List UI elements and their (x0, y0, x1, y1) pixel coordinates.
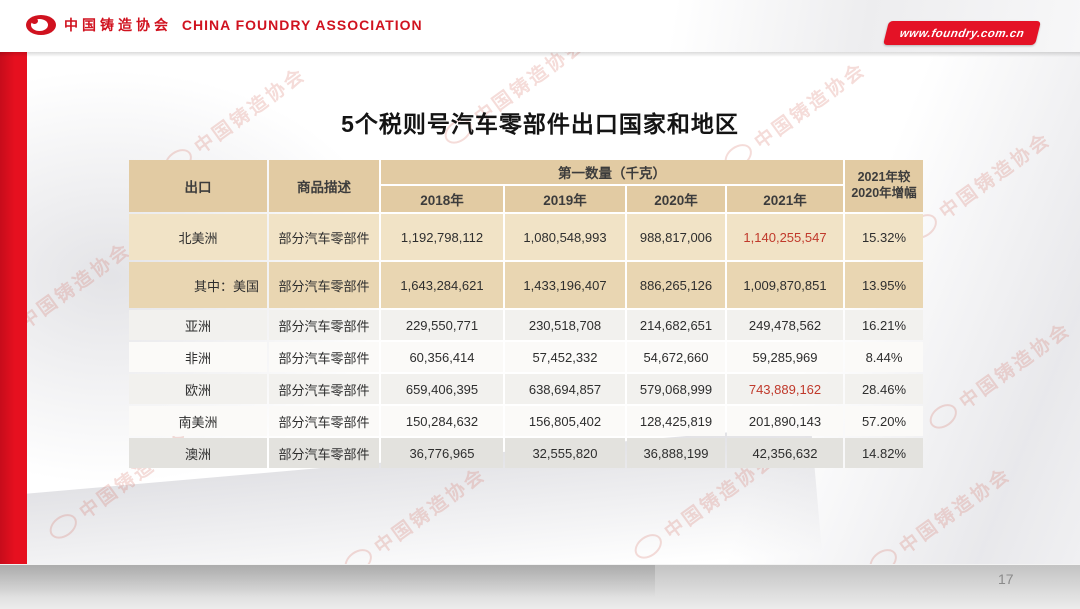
value-2021: 42,356,632 (727, 438, 843, 468)
value-2020: 128,425,819 (627, 406, 725, 436)
table-row-usa: 其中：美国 部分汽车零部件 1,643,284,621 1,433,196,40… (129, 262, 923, 308)
region-cell: 北美洲 (129, 214, 267, 260)
value-2020: 214,682,651 (627, 310, 725, 340)
value-2021: 1,009,870,851 (727, 262, 843, 308)
region-cell: 欧洲 (129, 374, 267, 404)
value-2019: 1,433,196,407 (505, 262, 625, 308)
growth-cell: 16.21% (845, 310, 923, 340)
value-2018: 229,550,771 (381, 310, 503, 340)
value-2018: 60,356,414 (381, 342, 503, 372)
value-2019: 638,694,857 (505, 374, 625, 404)
table-row-africa: 非洲 部分汽车零部件 60,356,414 57,452,332 54,672,… (129, 342, 923, 372)
footer-left-shade (0, 565, 655, 609)
growth-cell: 8.44% (845, 342, 923, 372)
description-cell: 部分汽车零部件 (269, 374, 379, 404)
region-cell: 澳洲 (129, 438, 267, 468)
value-2018: 1,643,284,621 (381, 262, 503, 308)
value-2019: 156,805,402 (505, 406, 625, 436)
growth-cell: 57.20% (845, 406, 923, 436)
value-2019: 32,555,820 (505, 438, 625, 468)
org-branding: 中国铸造协会 CHINA FOUNDRY ASSOCIATION (26, 15, 423, 35)
table-row-south-america: 南美洲 部分汽车零部件 150,284,632 156,805,402 128,… (129, 406, 923, 436)
org-name-en: CHINA FOUNDRY ASSOCIATION (181, 17, 423, 33)
value-2020: 988,817,006 (627, 214, 725, 260)
value-2021: 201,890,143 (727, 406, 843, 436)
value-2020: 54,672,660 (627, 342, 725, 372)
col-header-description: 商品描述 (269, 160, 379, 212)
top-bar: 中国铸造协会 CHINA FOUNDRY ASSOCIATION www.fou… (0, 0, 1080, 52)
value-2020: 886,265,126 (627, 262, 725, 308)
slide-title: 5个税则号汽车零部件出口国家和地区 (341, 111, 739, 137)
region-cell: 南美洲 (129, 406, 267, 436)
cfa-logo-dot (31, 18, 38, 24)
value-2019: 230,518,708 (505, 310, 625, 340)
description-cell: 部分汽车零部件 (269, 310, 379, 340)
table-header-row-group: 出口 商品描述 第一数量（千克） 2021年较2020年增幅 (129, 160, 923, 212)
region-cell: 亚洲 (129, 310, 267, 340)
description-cell: 部分汽车零部件 (269, 406, 379, 436)
table-row-europe: 欧洲 部分汽车零部件 659,406,395 638,694,857 579,0… (129, 374, 923, 404)
value-2018: 659,406,395 (381, 374, 503, 404)
table-header-row-years: 2018年 2019年 2020年 2021年 (129, 186, 923, 212)
value-2021: 249,478,562 (727, 310, 843, 340)
col-group-quantity: 第一数量（千克） (381, 160, 843, 184)
website-url: www.foundry.com.cn (898, 28, 1025, 40)
col-header-2019: 2019年 (505, 186, 625, 212)
description-cell: 部分汽车零部件 (269, 214, 379, 260)
region-cell: 非洲 (129, 342, 267, 372)
description-cell: 部分汽车零部件 (269, 262, 379, 308)
website-badge: www.foundry.com.cn (882, 21, 1041, 45)
footer-band: 17 (0, 564, 1080, 609)
value-2021-highlighted: 1,140,255,547 (727, 214, 843, 260)
col-header-export: 出口 (129, 160, 267, 212)
table-row-north-america: 北美洲 部分汽车零部件 1,192,798,112 1,080,548,993 … (129, 214, 923, 260)
col-header-growth: 2021年较2020年增幅 (845, 160, 923, 212)
left-accent-bar (0, 52, 27, 564)
cfa-logo-icon (26, 15, 56, 35)
description-cell: 部分汽车零部件 (269, 342, 379, 372)
table-row-asia: 亚洲 部分汽车零部件 229,550,771 230,518,708 214,6… (129, 310, 923, 340)
value-2020: 579,068,999 (627, 374, 725, 404)
col-header-2018: 2018年 (381, 186, 503, 212)
export-table: 出口 商品描述 第一数量（千克） 2021年较2020年增幅 2018年 201… (127, 158, 925, 470)
value-2018: 36,776,965 (381, 438, 503, 468)
top-bar-divider (0, 52, 1080, 57)
page-number: 17 (998, 571, 1014, 587)
value-2018: 1,192,798,112 (381, 214, 503, 260)
region-cell: 其中：美国 (129, 262, 267, 308)
value-2021-highlighted: 743,889,162 (727, 374, 843, 404)
growth-cell: 15.32% (845, 214, 923, 260)
value-2021: 59,285,969 (727, 342, 843, 372)
description-cell: 部分汽车零部件 (269, 438, 379, 468)
value-2019: 57,452,332 (505, 342, 625, 372)
col-header-2021: 2021年 (727, 186, 843, 212)
growth-cell: 14.82% (845, 438, 923, 468)
value-2018: 150,284,632 (381, 406, 503, 436)
col-header-2020: 2020年 (627, 186, 725, 212)
growth-cell: 28.46% (845, 374, 923, 404)
org-name-cn: 中国铸造协会 (64, 17, 172, 33)
growth-cell: 13.95% (845, 262, 923, 308)
value-2020: 36,888,199 (627, 438, 725, 468)
value-2019: 1,080,548,993 (505, 214, 625, 260)
org-name: 中国铸造协会 CHINA FOUNDRY ASSOCIATION (64, 15, 423, 35)
table-row-australia: 澳洲 部分汽车零部件 36,776,965 32,555,820 36,888,… (129, 438, 923, 468)
